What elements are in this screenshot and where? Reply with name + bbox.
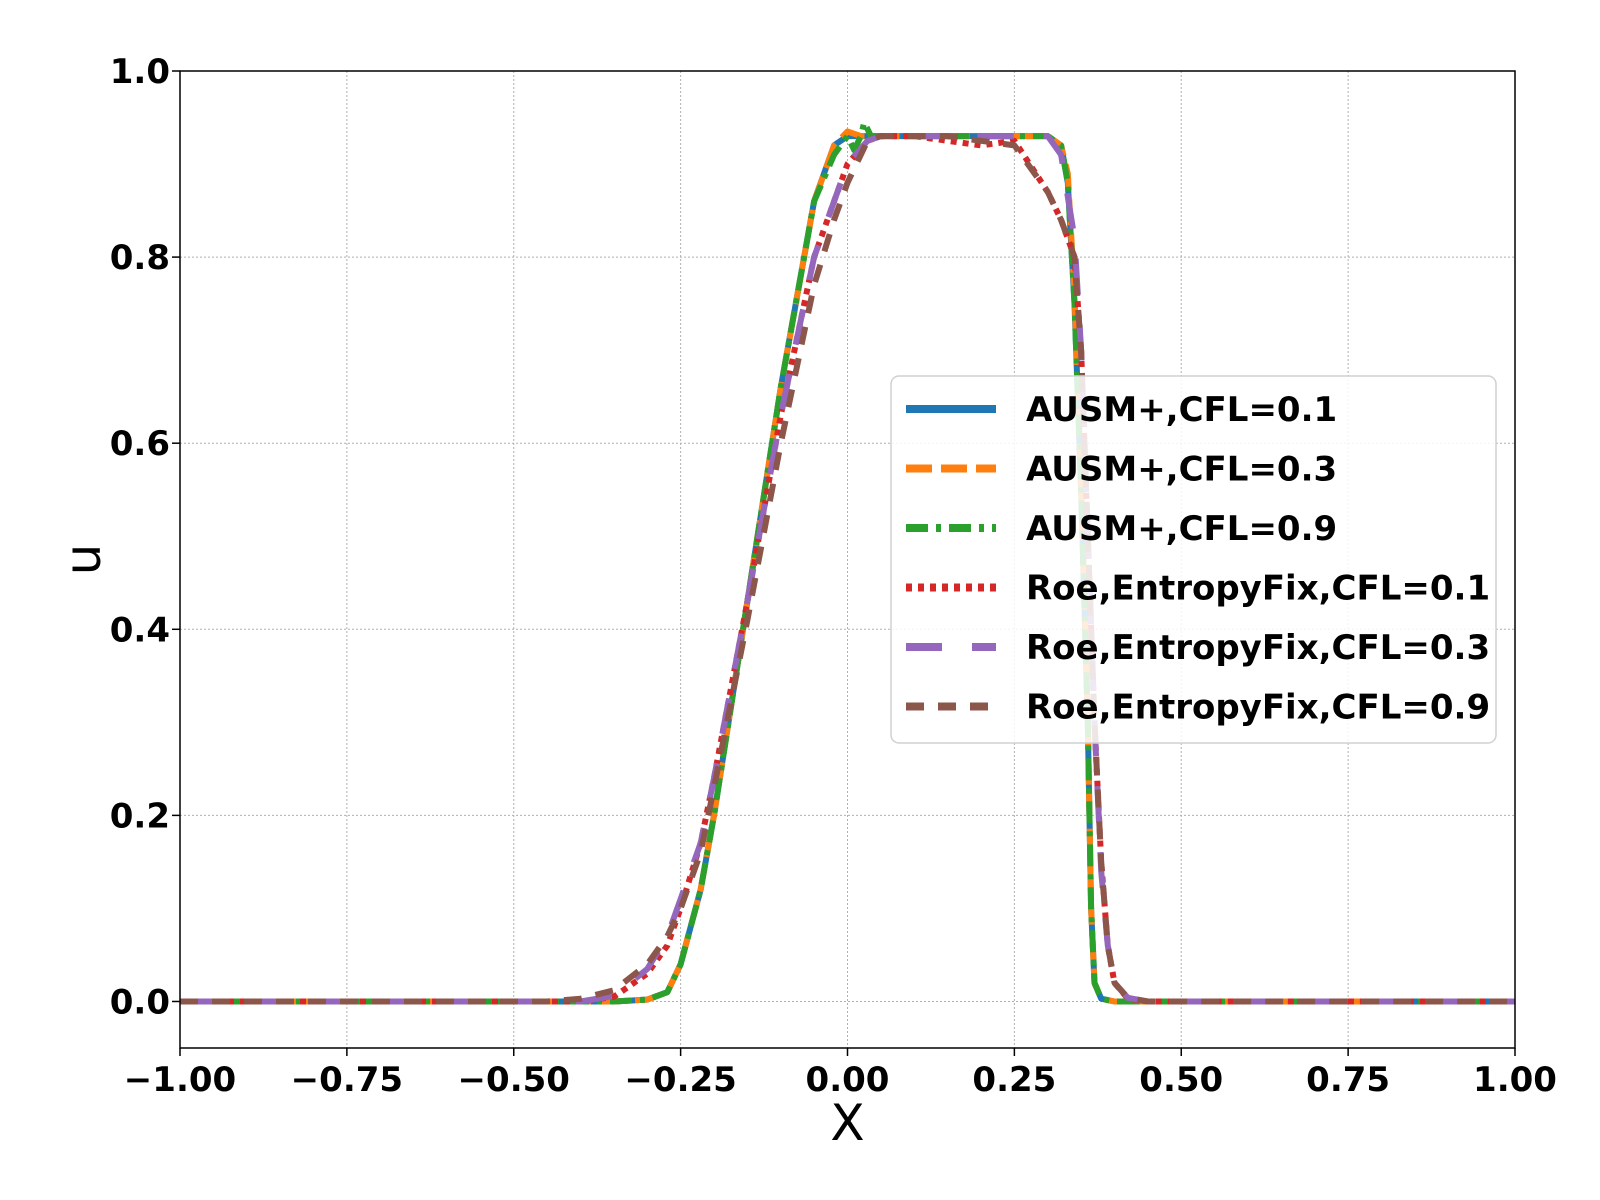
x-tick-label: 0.25: [972, 1060, 1056, 1100]
series-line: [180, 119, 1515, 1005]
legend: AUSM+,CFL=0.1 AUSM+,CFL=0.3 AUSM+,CFL=0.9 R…: [890, 375, 1497, 744]
y-tick-label: 0.0: [110, 982, 170, 1022]
y-tick-label: 0.2: [110, 796, 170, 836]
y-axis-ticks: 0.0 0.2 0.4 0.6 0.8 1.0: [110, 52, 180, 1022]
x-tick-label: −0.50: [458, 1060, 570, 1100]
series-lines: [180, 119, 1515, 1005]
x-tick-label: 0.75: [1306, 1060, 1390, 1100]
legend-label: AUSM+,CFL=0.3: [1026, 450, 1337, 490]
legend-label: Roe,EntropyFix,CFL=0.9: [1026, 688, 1490, 728]
y-tick-label: 1.0: [110, 52, 170, 92]
x-tick-label: 0.00: [806, 1060, 890, 1100]
x-tick-label: −0.75: [291, 1060, 403, 1100]
y-tick-label: 0.6: [110, 424, 170, 464]
legend-label: Roe,EntropyFix,CFL=0.1: [1026, 569, 1490, 609]
y-axis-title: u: [54, 544, 112, 576]
x-tick-label: 1.00: [1473, 1060, 1557, 1100]
x-axis-title: X: [830, 1094, 864, 1152]
legend-label: Roe,EntropyFix,CFL=0.3: [1026, 628, 1490, 668]
x-tick-label: −1.00: [124, 1060, 236, 1100]
x-tick-label: −0.25: [624, 1060, 736, 1100]
legend-label: AUSM+,CFL=0.9: [1026, 509, 1337, 549]
legend-label: AUSM+,CFL=0.1: [1026, 390, 1337, 430]
x-tick-label: 0.50: [1139, 1060, 1223, 1100]
legend-box: [890, 375, 1497, 744]
y-tick-label: 0.8: [110, 238, 170, 278]
x-axis-ticks: −1.00 −0.75 −0.50 −0.25 0.00 0.25 0.50 0.75 1.00: [124, 1048, 1557, 1100]
series-line: [180, 133, 1515, 1005]
y-tick-label: 0.4: [110, 610, 170, 650]
